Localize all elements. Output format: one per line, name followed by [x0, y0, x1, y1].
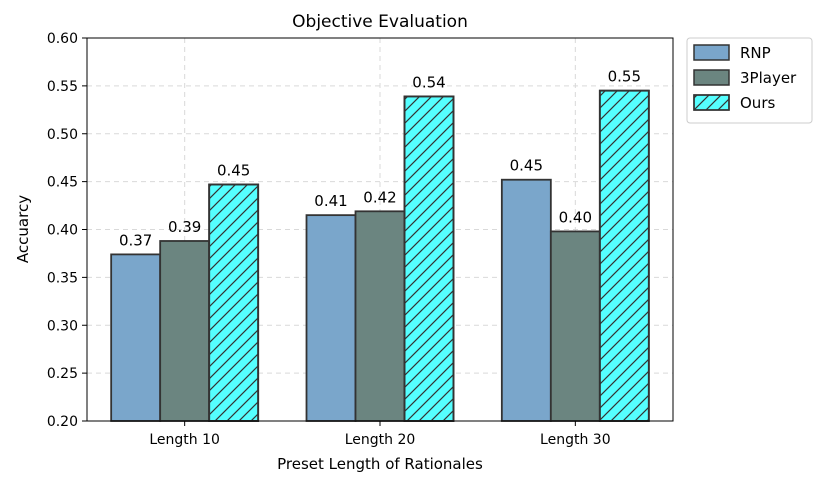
value-label-rnp: 0.45: [510, 157, 543, 175]
x-axis-label: Preset Length of Rationales: [277, 455, 483, 473]
x-axis-ticks: Length 10 Length 20 Length 30: [149, 421, 611, 448]
y-tick-label: 0.35: [47, 270, 78, 286]
bar-ours-length-20-hatch: [403, 95, 455, 422]
bar-ours-length-30-hatch: [598, 89, 650, 422]
legend-label-3player: 3Player: [740, 69, 797, 87]
y-tick-label: 0.60: [47, 31, 78, 47]
legend-swatch-ours-hatch: [693, 94, 730, 111]
legend: RNP 3Player Ours: [686, 37, 813, 124]
bar-rnp-length-10: [110, 253, 162, 422]
y-tick-label: 0.50: [47, 127, 78, 143]
bar-rnp-length-20: [305, 214, 357, 422]
value-label-rnp: 0.41: [314, 192, 347, 210]
y-tick-label: 0.30: [47, 318, 78, 334]
bar-rnp-length-30: [500, 178, 552, 422]
value-label-3player: 0.40: [559, 208, 592, 226]
value-label-ours: 0.54: [412, 73, 445, 91]
y-axis-ticks: 0.20 0.25 0.30 0.35 0.40 0.45 0.50 0.55 0.60: [47, 31, 87, 430]
chart-title: Objective Evaluation: [292, 12, 468, 32]
x-tick-label: Length 20: [345, 432, 416, 448]
legend-label-rnp: RNP: [740, 44, 771, 62]
value-label-ours: 0.55: [608, 68, 641, 86]
bar-3player-length-20: [354, 210, 406, 422]
bar-3player-length-30: [549, 230, 601, 422]
y-tick-label: 0.45: [47, 175, 78, 191]
y-tick-label: 0.25: [47, 366, 78, 382]
value-label-rnp: 0.37: [119, 231, 152, 249]
bar-ours-length-10-hatch: [208, 183, 260, 422]
value-label-ours: 0.45: [217, 161, 250, 179]
y-tick-label: 0.55: [47, 79, 78, 95]
value-label-3player: 0.42: [363, 188, 396, 206]
legend-swatch-rnp: [693, 44, 730, 61]
y-tick-label: 0.40: [47, 223, 78, 239]
y-tick-label: 0.20: [47, 414, 78, 430]
bar-3player-length-10: [159, 240, 211, 422]
legend-label-ours: Ours: [740, 94, 775, 112]
x-tick-label: Length 30: [540, 432, 611, 448]
x-tick-label: Length 10: [149, 432, 220, 448]
value-label-3player: 0.39: [168, 218, 201, 236]
y-axis-label: Accuarcy: [14, 195, 32, 263]
legend-swatch-3player: [693, 69, 730, 86]
bar-value-labels: 0.37 0.39 0.45 0.41 0.42 0.54 0.45 0.40 0.55: [119, 68, 641, 250]
bars: [110, 89, 650, 422]
